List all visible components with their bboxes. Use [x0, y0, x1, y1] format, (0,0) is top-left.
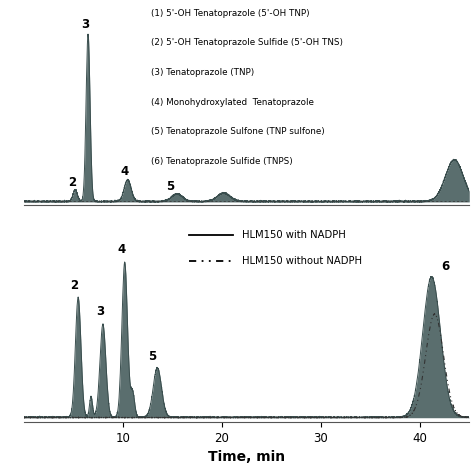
Text: (5) Tenatoprazole Sulfone (TNP sulfone): (5) Tenatoprazole Sulfone (TNP sulfone): [151, 128, 324, 137]
Text: 3: 3: [81, 18, 89, 31]
Text: HLM150 without NADPH: HLM150 without NADPH: [242, 256, 362, 266]
Text: 5: 5: [148, 350, 156, 363]
Text: 4: 4: [118, 244, 126, 256]
Text: HLM150 with NADPH: HLM150 with NADPH: [242, 230, 346, 240]
Text: 6: 6: [442, 260, 450, 273]
X-axis label: Time, min: Time, min: [208, 450, 285, 464]
Text: 4: 4: [120, 164, 128, 178]
Text: (3) Tenatoprazole (TNP): (3) Tenatoprazole (TNP): [151, 68, 254, 77]
Text: (4) Monohydroxylated  Tenatoprazole: (4) Monohydroxylated Tenatoprazole: [151, 98, 314, 107]
Text: (2) 5'-OH Tenatoprazole Sulfide (5'-OH TNS): (2) 5'-OH Tenatoprazole Sulfide (5'-OH T…: [151, 38, 343, 47]
Text: (1) 5'-OH Tenatoprazole (5'-OH TNP): (1) 5'-OH Tenatoprazole (5'-OH TNP): [151, 9, 310, 18]
Text: 2: 2: [70, 279, 78, 292]
Text: (6) Tenatoprazole Sulfide (TNPS): (6) Tenatoprazole Sulfide (TNPS): [151, 157, 292, 166]
Text: 3: 3: [96, 305, 104, 319]
Text: 2: 2: [68, 176, 76, 190]
Text: 5: 5: [166, 180, 174, 193]
